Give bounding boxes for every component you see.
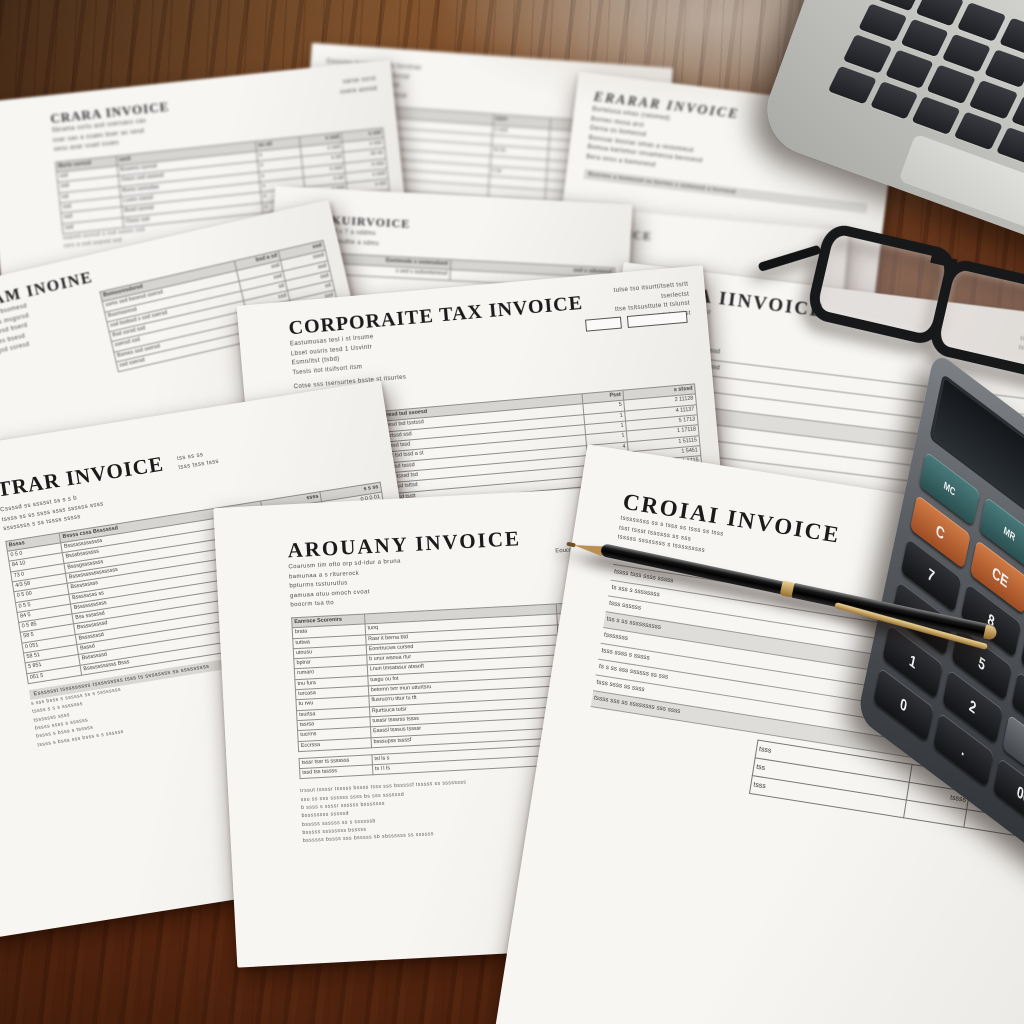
- laptop-key: [843, 34, 892, 74]
- laptop-key: [827, 65, 877, 105]
- laptop-key: [926, 64, 976, 104]
- laptop-key: [858, 2, 908, 42]
- laptop-key: [900, 18, 950, 58]
- pen-tip-cone: [572, 540, 604, 557]
- laptop-key: [885, 49, 934, 89]
- laptop-key: [942, 33, 992, 73]
- laptop-key: [869, 80, 919, 120]
- laptop-key: [995, 126, 1024, 166]
- laptop-key: [911, 95, 961, 135]
- invoice-title-side-notes: tss ss ss tsss tsss tsss: [176, 449, 220, 474]
- laptop-key: [953, 111, 1003, 151]
- calculator-key-00: 00: [993, 757, 1024, 833]
- laptop-key: [968, 79, 1018, 119]
- laptop-key: [957, 2, 1007, 42]
- invoice-meta: sarse ssrst osere asnod: [338, 75, 378, 98]
- laptop-key: [984, 48, 1024, 88]
